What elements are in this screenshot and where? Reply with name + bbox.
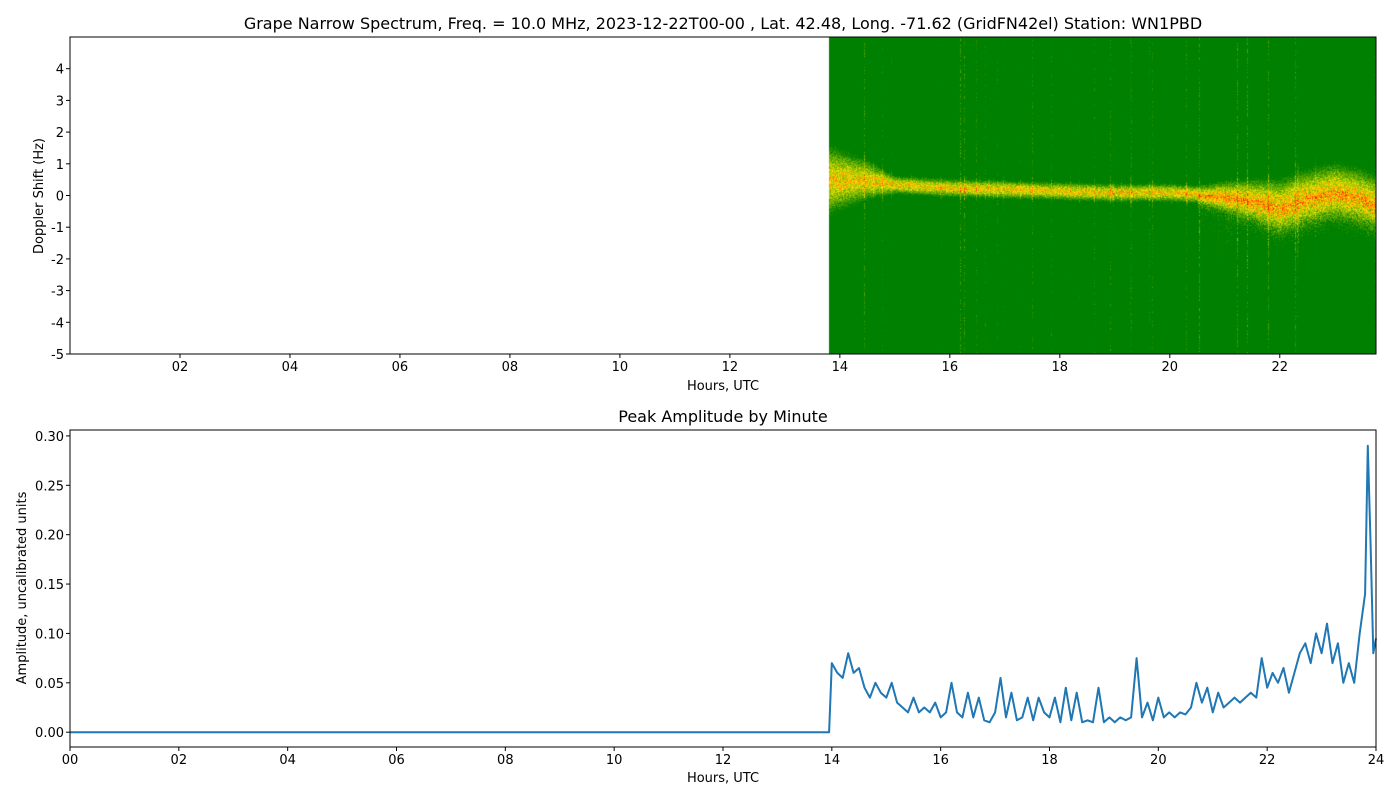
amplitude-ticks: 00 02 04 06 08 10 12 14 16 18 20 22 24 0.00 0.05 0.10 0.… bbox=[35, 430, 1384, 768]
x-tick-label: 12 bbox=[715, 753, 732, 768]
amplitude-ylabel: Amplitude, uncalibrated units bbox=[15, 491, 30, 684]
y-tick-label: 0.20 bbox=[35, 529, 64, 544]
x-tick-label: 04 bbox=[282, 360, 299, 375]
y-tick-label: 0.10 bbox=[35, 627, 64, 642]
amplitude-series-line bbox=[70, 444, 1377, 734]
amplitude-axes-frame bbox=[69, 429, 1377, 748]
y-tick-label: -1 bbox=[51, 221, 64, 236]
spectrogram-heatmap bbox=[70, 37, 1376, 354]
amplitude-title: Peak Amplitude by Minute bbox=[618, 407, 828, 426]
y-tick-label: -4 bbox=[51, 316, 64, 331]
x-tick-label: 06 bbox=[392, 360, 409, 375]
x-tick-label: 22 bbox=[1259, 753, 1276, 768]
y-tick-label: 0.25 bbox=[35, 479, 64, 494]
spectrum-xlabel: Hours, UTC bbox=[687, 379, 759, 394]
x-tick-label: 14 bbox=[832, 360, 849, 375]
y-tick-label: 2 bbox=[56, 126, 64, 141]
y-tick-label: 1 bbox=[56, 158, 64, 173]
x-tick-label: 10 bbox=[612, 360, 629, 375]
x-tick-label: 08 bbox=[497, 753, 514, 768]
y-tick-label: 0.05 bbox=[35, 677, 64, 692]
x-tick-label: 02 bbox=[171, 753, 188, 768]
y-tick-label: 4 bbox=[56, 63, 64, 78]
y-tick-label: -2 bbox=[51, 253, 64, 268]
x-tick-label: 18 bbox=[1052, 360, 1069, 375]
x-tick-label: 16 bbox=[932, 753, 949, 768]
x-tick-label: 08 bbox=[502, 360, 519, 375]
x-tick-label: 24 bbox=[1368, 753, 1385, 768]
spectrum-axes-frame bbox=[69, 36, 1377, 355]
x-tick-label: 20 bbox=[1162, 360, 1179, 375]
y-tick-label: 0.15 bbox=[35, 578, 64, 593]
x-tick-label: 06 bbox=[388, 753, 405, 768]
y-tick-label: 0.00 bbox=[35, 726, 64, 741]
y-tick-label: 0.30 bbox=[35, 430, 64, 445]
y-tick-label: 0 bbox=[56, 190, 64, 205]
x-tick-label: 10 bbox=[606, 753, 623, 768]
x-tick-label: 16 bbox=[942, 360, 959, 375]
x-tick-label: 12 bbox=[722, 360, 739, 375]
y-tick-label: -3 bbox=[51, 285, 64, 300]
x-tick-label: 00 bbox=[62, 753, 79, 768]
x-tick-label: 22 bbox=[1271, 360, 1288, 375]
y-tick-label: 3 bbox=[56, 94, 64, 109]
spectrum-title: Grape Narrow Spectrum, Freq. = 10.0 MHz,… bbox=[244, 14, 1202, 33]
amplitude-xlabel: Hours, UTC bbox=[687, 771, 759, 786]
spectrum-ylabel: Doppler Shift (Hz) bbox=[32, 138, 47, 254]
x-tick-label: 14 bbox=[824, 753, 841, 768]
x-tick-label: 04 bbox=[279, 753, 296, 768]
x-tick-label: 18 bbox=[1041, 753, 1058, 768]
x-tick-label: 20 bbox=[1150, 753, 1167, 768]
x-tick-label: 02 bbox=[172, 360, 189, 375]
y-tick-label: -5 bbox=[51, 348, 64, 363]
